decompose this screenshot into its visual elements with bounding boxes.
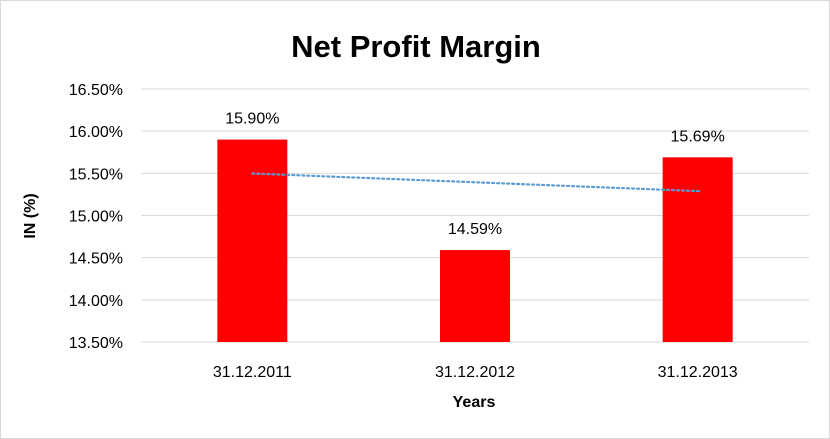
trendline <box>251 172 701 193</box>
x-axis-label: Years <box>453 394 496 411</box>
y-tick-label: 15.50% <box>69 166 123 183</box>
y-tick-label: 16.50% <box>69 82 123 99</box>
data-label: 15.69% <box>671 128 725 145</box>
y-tick-label: 13.50% <box>69 335 123 352</box>
bar <box>217 139 288 342</box>
bar <box>440 250 510 342</box>
x-tick-label: 31.12.2013 <box>658 364 738 381</box>
data-label: 15.90% <box>225 111 279 128</box>
y-axis-label: IN (%) <box>22 193 39 238</box>
y-tick-label: 14.00% <box>69 293 123 310</box>
x-tick-label: 31.12.2011 <box>213 364 292 381</box>
y-tick-label: 15.00% <box>69 209 123 226</box>
x-tick-label: 31.12.2012 <box>435 364 515 381</box>
chart-title: Net Profit Margin <box>291 29 541 64</box>
y-tick-label: 16.00% <box>69 124 123 141</box>
bar <box>662 157 733 342</box>
y-tick-label: 14.50% <box>69 251 123 268</box>
data-label: 14.59% <box>448 221 502 238</box>
